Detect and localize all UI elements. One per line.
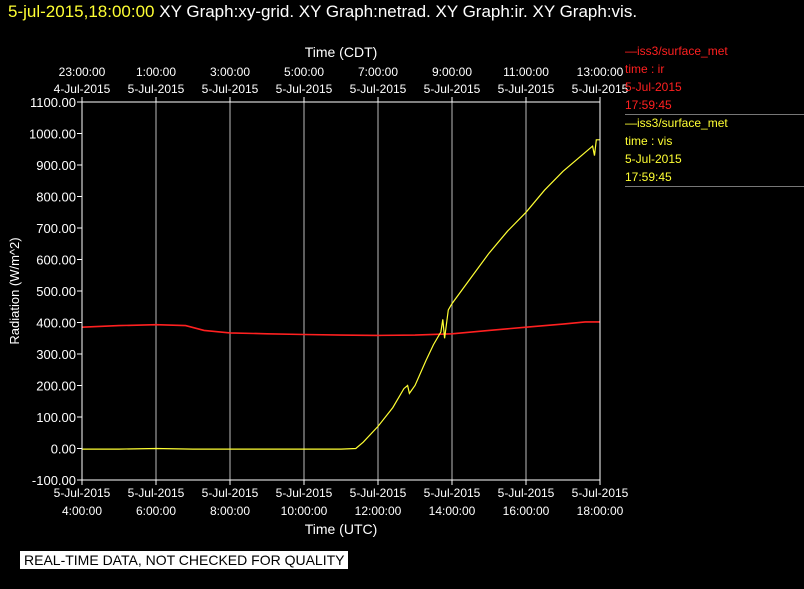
x2-tick-time: 13:00:00 xyxy=(577,65,624,79)
legend-divider xyxy=(625,114,804,115)
x2-tick-time: 5:00:00 xyxy=(284,65,324,79)
quality-notice: REAL-TIME DATA, NOT CHECKED FOR QUALITY xyxy=(20,551,349,569)
y-tick-label: 700.00 xyxy=(36,221,76,236)
x2-tick-date: 5-Jul-2015 xyxy=(350,82,407,96)
plot-frame xyxy=(81,101,601,481)
header: 5-jul-2015,18:00:00 XY Graph:xy-grid. XY… xyxy=(8,2,637,22)
x2-tick-date: 5-Jul-2015 xyxy=(498,82,555,96)
x-tick-date: 5-Jul-2015 xyxy=(276,486,333,500)
x-tick-time: 6:00:00 xyxy=(136,504,176,518)
grid-lines xyxy=(155,102,527,480)
legend-ir-name: —iss3/surface_met xyxy=(625,44,728,58)
series-line-0 xyxy=(81,321,600,337)
legend-vis-name: —iss3/surface_met xyxy=(625,116,728,130)
legend-ir: —iss3/surface_met time : ir 5-Jul-2015 1… xyxy=(625,42,728,114)
legend-ir-field: time : ir xyxy=(625,62,665,76)
x2-tick-date: 5-Jul-2015 xyxy=(128,82,185,96)
y-tick-label: 1000.00 xyxy=(29,127,76,142)
x-tick-time: 14:00:00 xyxy=(429,504,476,518)
y-tick-label: 200.00 xyxy=(36,379,76,394)
x-axis-label: Time (UTC) xyxy=(305,521,378,537)
axes-layer: 5-Jul-2015 4:00:00 5-Jul-2015 6:00:00 5-Jul-… xyxy=(29,65,629,518)
y-tick-label: -100.00 xyxy=(32,473,76,488)
legend-vis-field: time : vis xyxy=(625,134,673,148)
series-layer xyxy=(81,139,600,450)
y-tick-label: 600.00 xyxy=(36,253,76,268)
x2-tick-date: 5-Jul-2015 xyxy=(202,82,259,96)
x-tick-date: 5-Jul-2015 xyxy=(424,486,481,500)
x-tick-time: 4:00:00 xyxy=(62,504,102,518)
x2-tick-date: 5-Jul-2015 xyxy=(424,82,481,96)
y-tick-label: 300.00 xyxy=(36,347,76,362)
x2-tick-date: 5-Jul-2015 xyxy=(276,82,333,96)
y-tick-label: 400.00 xyxy=(36,316,76,331)
legend-vis: —iss3/surface_met time : vis 5-Jul-2015 … xyxy=(625,114,728,186)
header-timestamp: 5-jul-2015,18:00:00 xyxy=(8,2,155,21)
header-graph-list: XY Graph:xy-grid. XY Graph:netrad. XY Gr… xyxy=(159,2,638,21)
x-tick-date: 5-Jul-2015 xyxy=(350,486,407,500)
y-tick-label: 900.00 xyxy=(36,158,76,173)
y-tick-label: 800.00 xyxy=(36,190,76,205)
series-line-1 xyxy=(82,139,600,450)
x2-tick-time: 7:00:00 xyxy=(358,65,398,79)
x-tick-time: 10:00:00 xyxy=(281,504,328,518)
x-tick-date: 5-Jul-2015 xyxy=(202,486,259,500)
x-tick-time: 12:00:00 xyxy=(355,504,402,518)
x-tick-date: 5-Jul-2015 xyxy=(54,486,111,500)
y-tick-label: 0.00 xyxy=(51,442,76,457)
x2-tick-time: 1:00:00 xyxy=(136,65,176,79)
x2-tick-time: 11:00:00 xyxy=(503,65,549,79)
x-tick-time: 18:00:00 xyxy=(577,504,624,518)
legend-vis-time: 17:59:45 xyxy=(625,170,672,184)
y-axis-label: Radiation (W/m^2) xyxy=(7,237,22,344)
x2-tick-date: 5-Jul-2015 xyxy=(572,82,629,96)
x2-tick-time: 23:00:00 xyxy=(59,65,106,79)
x2-axis-label: Time (CDT) xyxy=(305,44,378,60)
x-tick-time: 8:00:00 xyxy=(210,504,250,518)
legend-divider-bottom xyxy=(625,186,804,187)
y-tick-label: 500.00 xyxy=(36,284,76,299)
x-tick-date: 5-Jul-2015 xyxy=(128,486,185,500)
x2-tick-time: 3:00:00 xyxy=(210,65,250,79)
x-tick-date: 5-Jul-2015 xyxy=(572,486,629,500)
legend-ir-date: 5-Jul-2015 xyxy=(625,80,682,94)
legend-ir-time: 17:59:45 xyxy=(625,98,672,112)
x2-tick-date: 4-Jul-2015 xyxy=(54,82,111,96)
x2-tick-time: 9:00:00 xyxy=(432,65,472,79)
x-tick-date: 5-Jul-2015 xyxy=(498,486,555,500)
x-tick-time: 16:00:00 xyxy=(503,504,550,518)
legend-vis-date: 5-Jul-2015 xyxy=(625,152,682,166)
y-tick-label: 100.00 xyxy=(36,410,76,425)
y-tick-label: 1100.00 xyxy=(30,95,76,110)
